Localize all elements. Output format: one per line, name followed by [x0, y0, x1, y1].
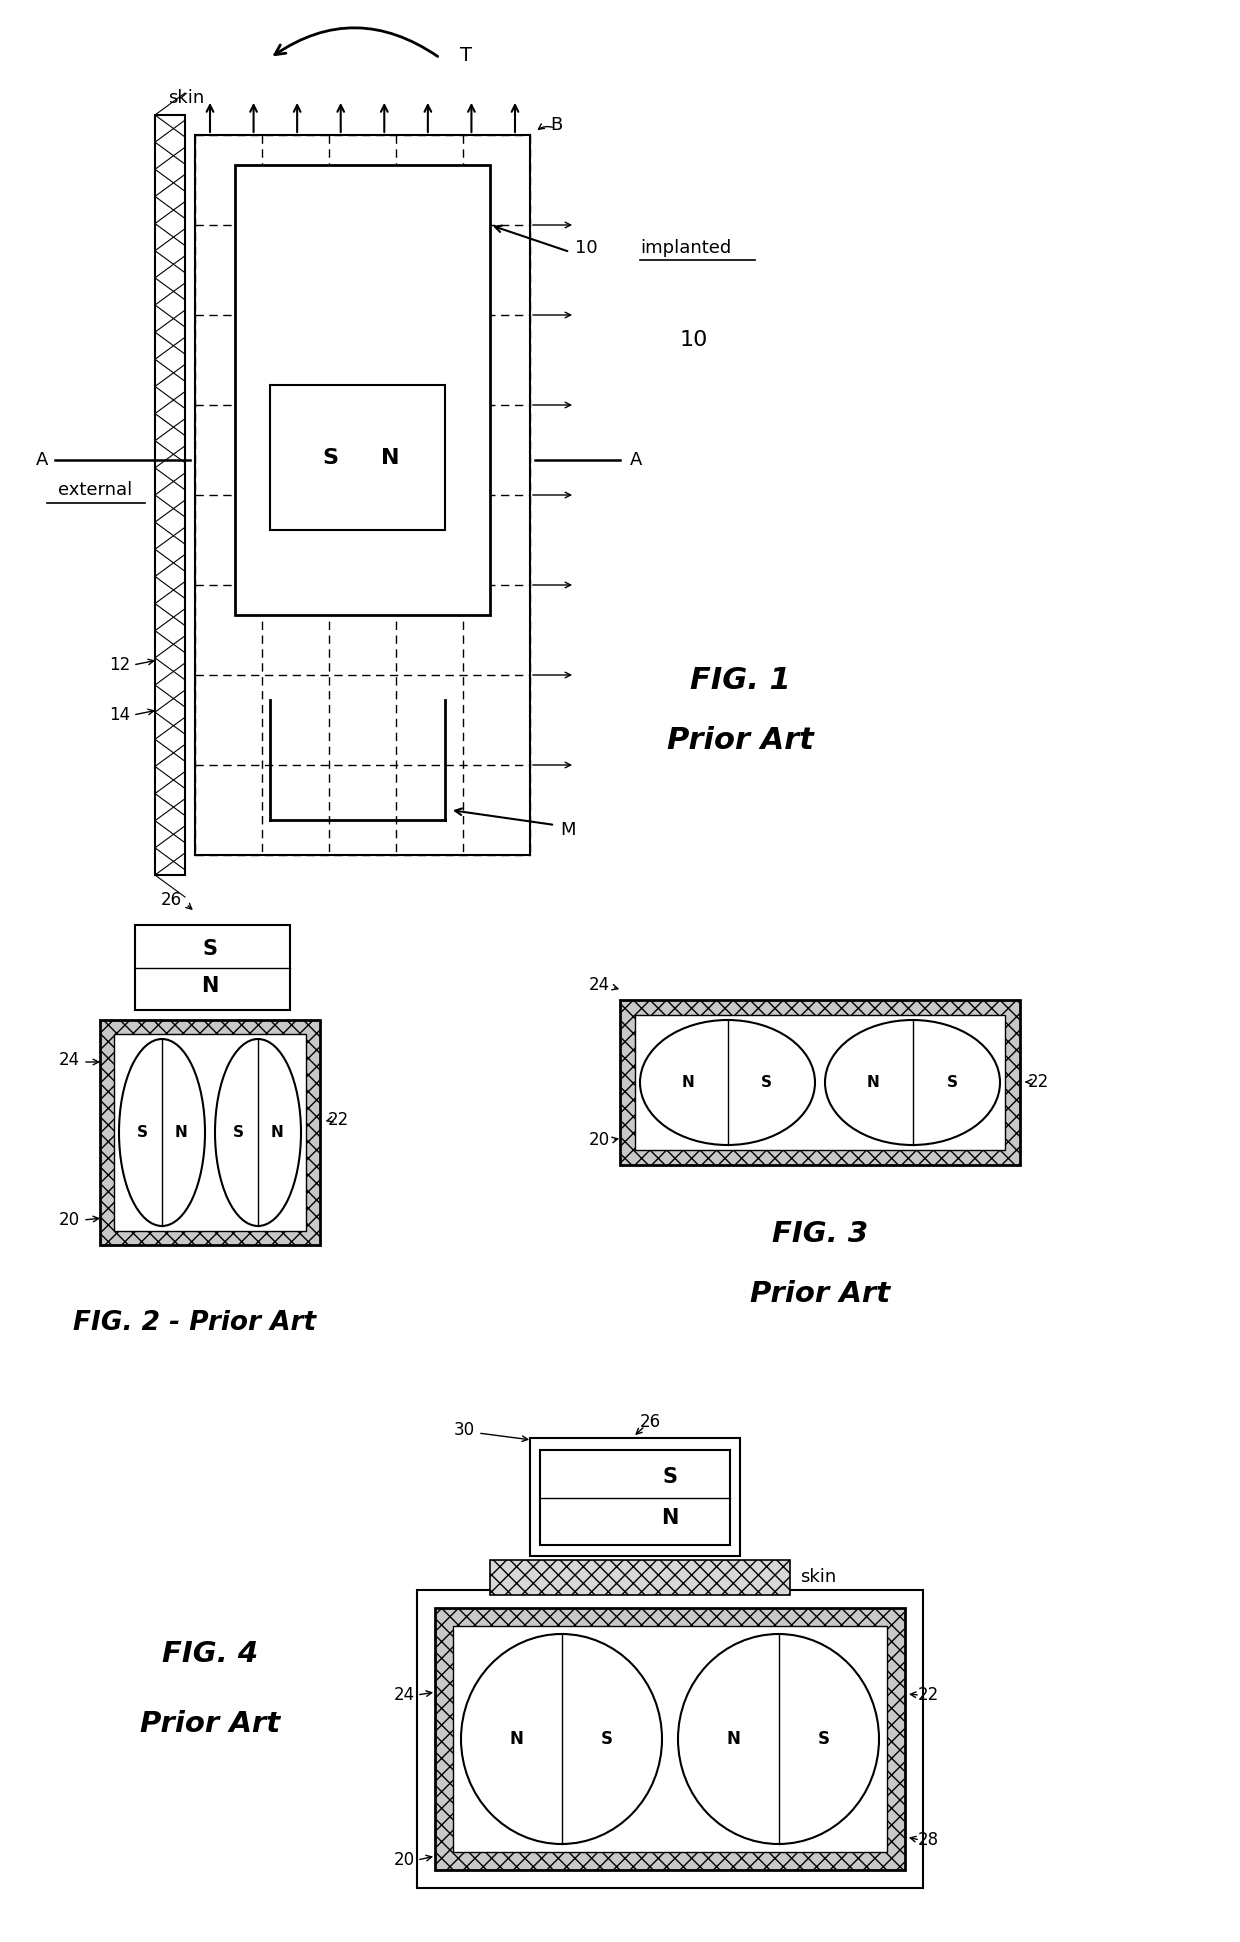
Text: 10: 10 — [575, 239, 598, 256]
Text: Prior Art: Prior Art — [667, 726, 813, 755]
Text: 10: 10 — [680, 330, 708, 350]
Text: A: A — [36, 451, 48, 470]
Bar — [435, 1608, 905, 1870]
Text: 20: 20 — [589, 1130, 610, 1150]
Bar — [236, 165, 490, 616]
Bar — [417, 1590, 923, 1888]
Text: T: T — [460, 45, 472, 64]
Text: 22: 22 — [918, 1686, 939, 1703]
Text: B: B — [551, 117, 562, 134]
Text: S: S — [817, 1730, 830, 1748]
Text: 20: 20 — [394, 1851, 415, 1868]
Bar — [100, 1020, 320, 1245]
Bar — [490, 1559, 790, 1594]
Bar — [270, 385, 445, 530]
Text: implanted: implanted — [640, 239, 732, 256]
Text: FIG. 4: FIG. 4 — [162, 1639, 258, 1668]
Text: external: external — [58, 482, 133, 499]
Text: skin: skin — [167, 89, 205, 107]
Text: N: N — [510, 1730, 523, 1748]
Text: 20: 20 — [58, 1212, 81, 1229]
Text: N: N — [272, 1124, 284, 1140]
Bar — [635, 1016, 1004, 1150]
Text: FIG. 1: FIG. 1 — [689, 666, 790, 695]
Text: 30: 30 — [454, 1422, 475, 1439]
Text: 22: 22 — [329, 1111, 350, 1128]
Text: 14: 14 — [109, 707, 130, 724]
Text: S: S — [946, 1076, 957, 1089]
Text: S: S — [322, 447, 339, 468]
Text: N: N — [381, 447, 399, 468]
Text: 26: 26 — [640, 1414, 661, 1431]
Text: Prior Art: Prior Art — [750, 1280, 890, 1309]
Text: FIG. 3: FIG. 3 — [773, 1220, 868, 1249]
Text: S: S — [202, 938, 217, 959]
Text: 24: 24 — [58, 1051, 81, 1068]
Text: FIG. 2 - Prior Art: FIG. 2 - Prior Art — [73, 1311, 316, 1336]
Text: Prior Art: Prior Art — [140, 1711, 280, 1738]
Text: M: M — [560, 821, 575, 839]
Text: S: S — [761, 1076, 773, 1089]
Bar — [539, 1451, 730, 1546]
Text: 24: 24 — [589, 977, 610, 994]
Text: S: S — [233, 1124, 244, 1140]
Text: 22: 22 — [1028, 1074, 1049, 1091]
Text: N: N — [867, 1076, 879, 1089]
Bar — [435, 1608, 905, 1870]
Bar — [620, 1000, 1021, 1165]
Bar — [490, 1559, 790, 1594]
Text: 12: 12 — [109, 656, 130, 674]
Text: N: N — [727, 1730, 740, 1748]
Bar — [453, 1625, 887, 1853]
Text: A: A — [630, 451, 642, 470]
Text: N: N — [201, 977, 218, 996]
Text: N: N — [661, 1509, 678, 1528]
Text: S: S — [662, 1466, 677, 1486]
Bar — [100, 1020, 320, 1245]
Bar — [620, 1000, 1021, 1165]
Bar — [155, 115, 185, 876]
Bar — [114, 1033, 306, 1231]
Bar — [529, 1437, 740, 1556]
Text: N: N — [682, 1076, 694, 1089]
Bar — [135, 924, 290, 1010]
Text: 24: 24 — [394, 1686, 415, 1703]
Text: 28: 28 — [918, 1831, 939, 1849]
Text: 26: 26 — [161, 891, 182, 909]
Text: S: S — [600, 1730, 613, 1748]
Text: S: S — [138, 1124, 148, 1140]
Text: N: N — [175, 1124, 187, 1140]
Text: skin: skin — [800, 1567, 836, 1587]
